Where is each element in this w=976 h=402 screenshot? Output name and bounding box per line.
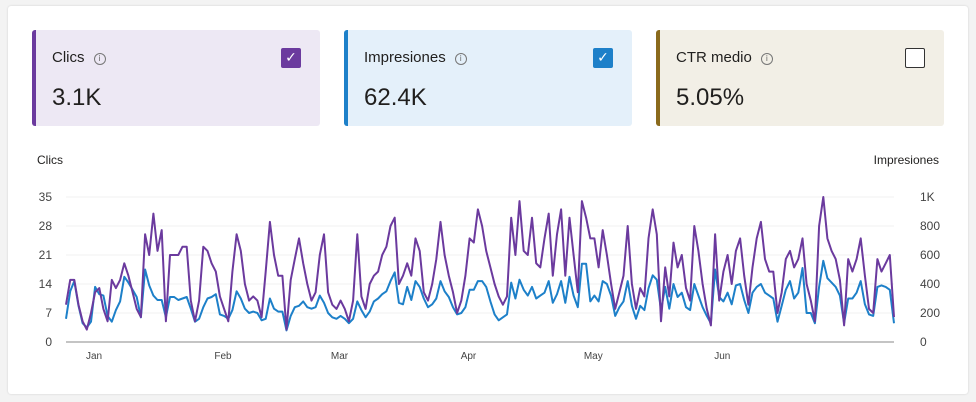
left-tick-label: 14: [39, 277, 53, 291]
metric-label-text: Impresiones: [364, 49, 446, 66]
right-tick-label: 600: [920, 248, 940, 262]
left-tick-label: 35: [39, 190, 53, 204]
series-line-clicks: [65, 196, 895, 331]
info-icon[interactable]: i: [760, 53, 773, 65]
metric-checkbox-impressions[interactable]: ✓: [593, 48, 613, 68]
series-line-impressions: [65, 259, 895, 332]
performance-panel: Clics i 3.1K ✓ Impresiones i 62.4K ✓ CTR m…: [8, 6, 968, 394]
metric-value: 62.4K: [364, 84, 427, 111]
right-tick-label: 0: [920, 335, 927, 349]
left-tick-label: 28: [39, 219, 53, 233]
metric-label: Impresiones i: [364, 49, 467, 66]
card-accent-bar: [32, 30, 36, 126]
metric-label-text: Clics: [52, 49, 85, 66]
metric-card-ctr[interactable]: CTR medio i 5.05%: [656, 30, 944, 126]
metric-value: 5.05%: [676, 84, 745, 111]
right-axis-title: Impresiones: [873, 153, 939, 167]
card-accent-bar: [344, 30, 348, 126]
info-icon[interactable]: i: [93, 53, 106, 65]
x-month-label: Feb: [214, 351, 232, 362]
right-tick-label: 200: [920, 306, 940, 320]
metric-value: 3.1K: [52, 84, 102, 111]
metric-checkbox-ctr[interactable]: [905, 48, 925, 68]
left-tick-label: 7: [45, 306, 52, 320]
x-month-label: Jun: [714, 351, 730, 362]
metric-card-impressions[interactable]: Impresiones i 62.4K ✓: [344, 30, 632, 126]
right-tick-label: 1K: [920, 190, 935, 204]
left-tick-label: 21: [39, 248, 53, 262]
performance-chart[interactable]: 0 7 14 21 28 35 0 200 400 600 800 1K Jan Feb Mar Apr May…: [8, 176, 968, 394]
left-tick-label: 0: [45, 335, 52, 349]
metric-card-clicks[interactable]: Clics i 3.1K ✓: [32, 30, 320, 126]
metric-label-text: CTR medio: [676, 49, 752, 66]
left-axis-title: Clics: [37, 153, 63, 167]
metric-label: Clics i: [52, 49, 106, 66]
right-tick-label: 400: [920, 277, 940, 291]
x-month-label: May: [584, 351, 603, 362]
x-month-label: Mar: [331, 351, 349, 362]
metric-checkbox-clicks[interactable]: ✓: [281, 48, 301, 68]
info-icon[interactable]: i: [454, 53, 467, 65]
right-tick-label: 800: [920, 219, 940, 233]
x-month-label: Apr: [461, 351, 477, 362]
card-accent-bar: [656, 30, 660, 126]
x-month-label: Jan: [86, 351, 102, 362]
metric-label: CTR medio i: [676, 49, 773, 66]
